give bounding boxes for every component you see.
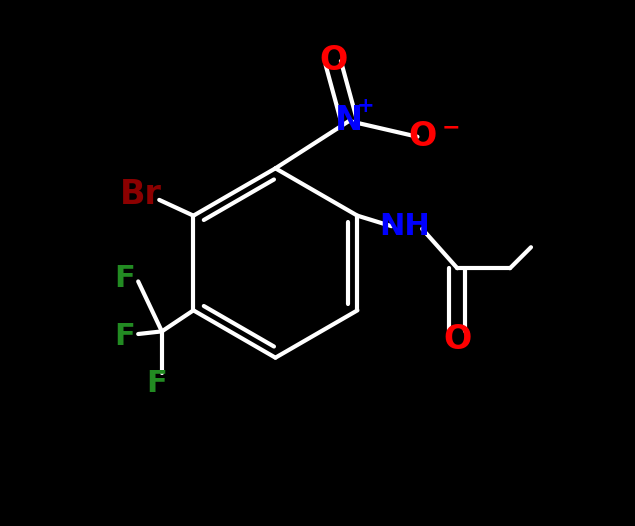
Text: F: F	[115, 322, 135, 351]
Text: Br: Br	[120, 178, 162, 211]
Text: F: F	[115, 264, 135, 294]
Text: −: −	[441, 117, 460, 137]
Text: F: F	[146, 369, 167, 399]
Text: NH: NH	[379, 211, 430, 241]
Text: O: O	[319, 44, 347, 77]
Text: +: +	[357, 96, 375, 116]
Text: N: N	[335, 105, 363, 137]
Text: O: O	[443, 323, 471, 356]
Text: O: O	[408, 120, 437, 153]
